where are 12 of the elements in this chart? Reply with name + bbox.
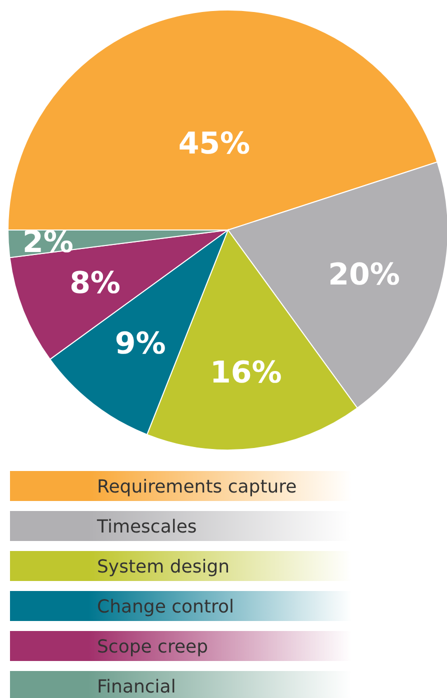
data-label: 20% — [328, 258, 400, 293]
legend-label: Timescales — [96, 516, 197, 538]
legend-label: Change control — [97, 596, 234, 618]
data-label: 8% — [70, 266, 121, 302]
data-label: 9% — [114, 326, 166, 362]
legend-label: Scope creep — [97, 636, 208, 658]
legend-label: Financial — [97, 676, 176, 698]
data-label: 16% — [210, 355, 282, 390]
data-label: 45% — [178, 126, 250, 162]
data-label: 2% — [22, 224, 74, 260]
legend-label: System design — [97, 556, 230, 578]
legend-label: Requirements capture — [97, 476, 297, 498]
